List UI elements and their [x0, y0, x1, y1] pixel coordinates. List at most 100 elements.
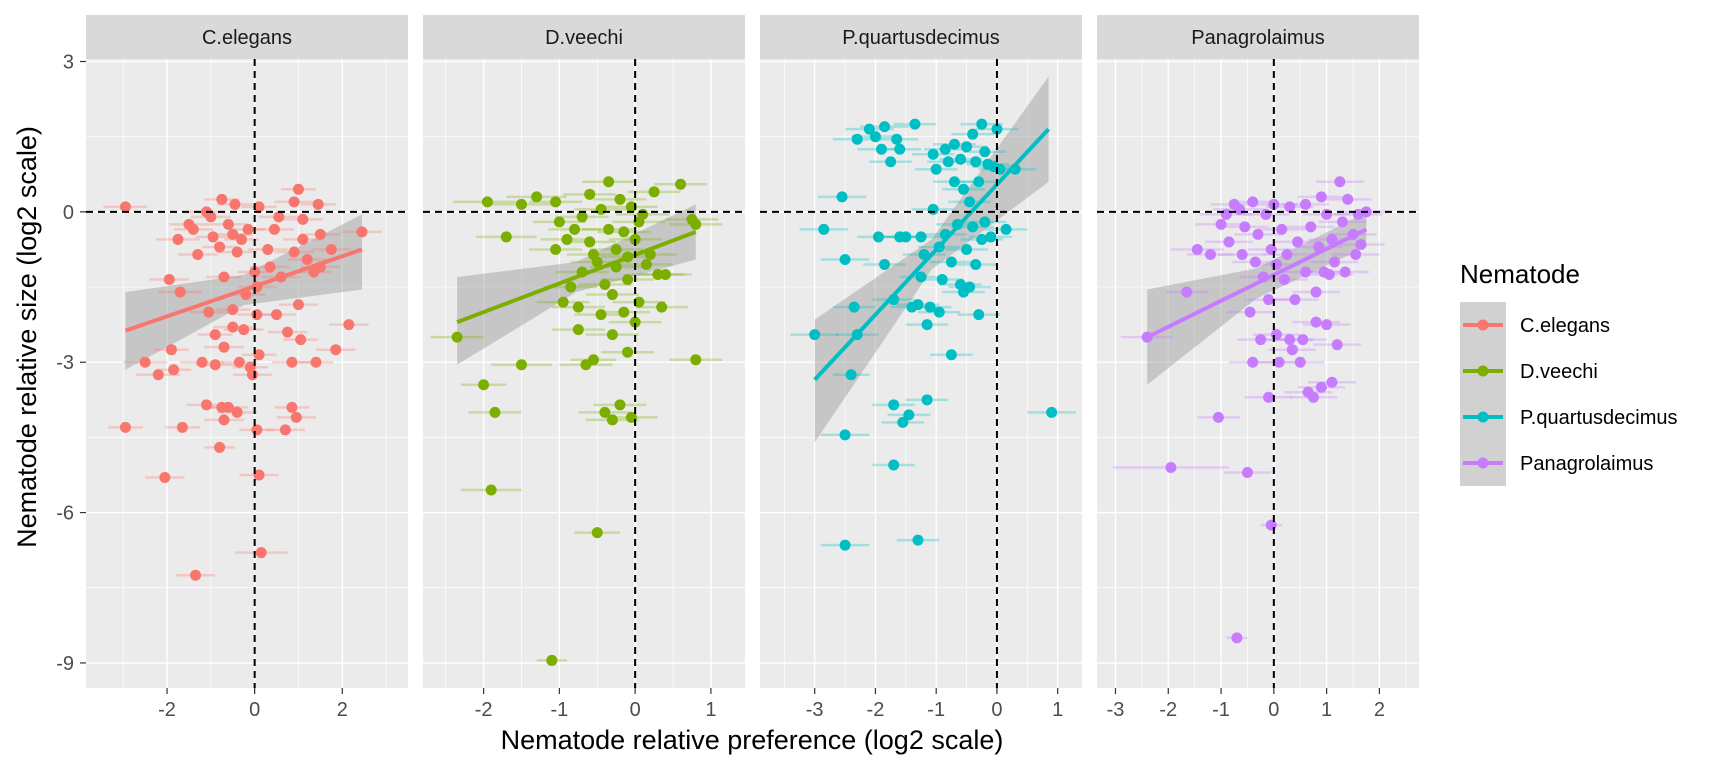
data-point — [1284, 334, 1296, 346]
legend-item: P.quartusdecimus — [1460, 394, 1678, 440]
data-point — [885, 156, 897, 168]
data-point — [948, 138, 960, 150]
data-point — [174, 286, 186, 298]
data-point — [629, 316, 641, 328]
data-point — [964, 196, 976, 208]
x-tick-label: -3 — [1107, 699, 1125, 721]
data-point — [572, 301, 584, 313]
data-point — [214, 441, 226, 453]
data-point — [915, 271, 927, 283]
data-point — [1278, 274, 1290, 286]
data-point — [979, 216, 991, 228]
data-point — [1273, 356, 1285, 368]
facet-strip-label: Panagrolaimus — [1191, 27, 1324, 49]
data-point — [325, 243, 337, 255]
x-tick-label: 0 — [991, 699, 1002, 721]
data-point — [500, 231, 512, 243]
y-tick-label: 0 — [63, 202, 74, 224]
data-point — [227, 304, 239, 316]
data-point — [1247, 356, 1259, 368]
data-point — [231, 246, 243, 258]
data-point — [591, 256, 603, 268]
data-point — [584, 236, 596, 248]
data-point — [187, 223, 199, 235]
data-point — [599, 406, 611, 418]
data-point — [976, 233, 988, 245]
data-point — [1286, 344, 1298, 356]
data-point — [633, 296, 645, 308]
data-point — [936, 274, 948, 286]
data-point — [945, 349, 957, 361]
data-point — [279, 424, 291, 436]
data-point — [297, 233, 309, 245]
data-point — [1331, 339, 1343, 351]
legend-key-point — [1477, 457, 1489, 469]
data-point — [973, 309, 985, 321]
data-point — [985, 231, 997, 243]
data-point — [1215, 218, 1227, 230]
y-tick-label: -3 — [56, 352, 74, 374]
data-point — [879, 258, 891, 270]
data-point — [1307, 391, 1319, 403]
data-point — [200, 399, 212, 411]
data-point — [310, 356, 322, 368]
data-point — [1265, 243, 1277, 255]
data-point — [1326, 233, 1338, 245]
data-point — [209, 329, 221, 341]
data-point — [1334, 176, 1346, 188]
data-point — [1281, 248, 1293, 260]
data-point — [286, 356, 298, 368]
x-tick-label: -1 — [1212, 699, 1230, 721]
data-point — [614, 399, 626, 411]
data-point — [203, 306, 215, 318]
legend-label: D.veechi — [1520, 361, 1598, 383]
data-point — [152, 369, 164, 381]
data-point — [1310, 316, 1322, 328]
y-axis-title: Nematode relative size (log2 scale) — [12, 126, 42, 548]
data-point — [1350, 248, 1362, 260]
data-point — [606, 414, 618, 426]
data-point — [565, 281, 577, 293]
data-point — [1231, 632, 1243, 644]
data-point — [839, 253, 851, 265]
data-point — [1191, 243, 1203, 255]
data-point — [1263, 391, 1275, 403]
x-tick-label: -2 — [475, 699, 493, 721]
data-point — [1249, 256, 1261, 268]
data-point — [139, 356, 151, 368]
regression-line — [456, 230, 697, 324]
x-tick-label: -2 — [867, 699, 885, 721]
data-point — [927, 203, 939, 215]
data-point — [1321, 208, 1333, 220]
data-point — [207, 231, 219, 243]
data-point — [159, 471, 171, 483]
data-point — [1315, 381, 1327, 393]
data-point — [119, 421, 131, 433]
x-tick-label: 0 — [249, 699, 260, 721]
data-point — [292, 299, 304, 311]
legend-item: C.elegans — [1460, 302, 1610, 348]
data-point — [603, 223, 615, 235]
data-point — [656, 301, 668, 313]
data-point — [964, 281, 976, 293]
data-point — [675, 178, 687, 190]
data-point — [970, 156, 982, 168]
data-point — [288, 196, 300, 208]
data-point — [869, 131, 881, 143]
facet-strip — [760, 15, 1082, 59]
data-point — [1252, 228, 1264, 240]
data-point — [1297, 334, 1309, 346]
data-point — [172, 233, 184, 245]
data-point — [550, 196, 562, 208]
data-point — [1284, 201, 1296, 213]
data-point — [652, 269, 664, 281]
data-point — [930, 163, 942, 175]
data-point — [253, 201, 265, 213]
regression-line — [1146, 227, 1368, 339]
data-point — [614, 193, 626, 205]
data-point — [1181, 286, 1193, 298]
data-point — [1236, 248, 1248, 260]
data-point — [165, 344, 177, 356]
data-point — [1323, 269, 1335, 281]
data-point — [1244, 306, 1256, 318]
